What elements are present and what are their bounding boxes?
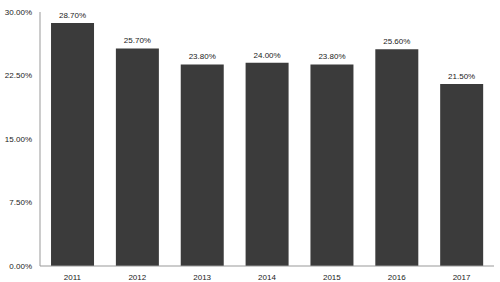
svg-text:2012: 2012 (128, 273, 146, 282)
svg-text:2013: 2013 (193, 273, 211, 282)
svg-text:2015: 2015 (323, 273, 341, 282)
svg-text:2017: 2017 (453, 273, 471, 282)
svg-text:24.00%: 24.00% (254, 51, 281, 60)
svg-text:21.50%: 21.50% (448, 72, 475, 81)
svg-text:25.60%: 25.60% (383, 37, 410, 46)
svg-text:7.50%: 7.50% (9, 198, 32, 207)
svg-text:2011: 2011 (64, 273, 82, 282)
svg-text:23.80%: 23.80% (318, 52, 345, 61)
svg-text:25.70%: 25.70% (124, 36, 151, 45)
svg-text:30.00%: 30.00% (8, 8, 32, 17)
svg-text:0.00%: 0.00% (9, 262, 32, 271)
svg-text:15.00%: 15.00% (8, 135, 32, 144)
svg-text:28.70%: 28.70% (59, 11, 86, 20)
svg-text:2014: 2014 (258, 273, 276, 282)
svg-text:2016: 2016 (388, 273, 406, 282)
svg-text:23.80%: 23.80% (189, 52, 216, 61)
svg-text:22.50%: 22.50% (8, 71, 32, 80)
